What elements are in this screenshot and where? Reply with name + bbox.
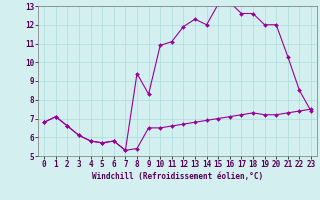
X-axis label: Windchill (Refroidissement éolien,°C): Windchill (Refroidissement éolien,°C) [92, 172, 263, 181]
